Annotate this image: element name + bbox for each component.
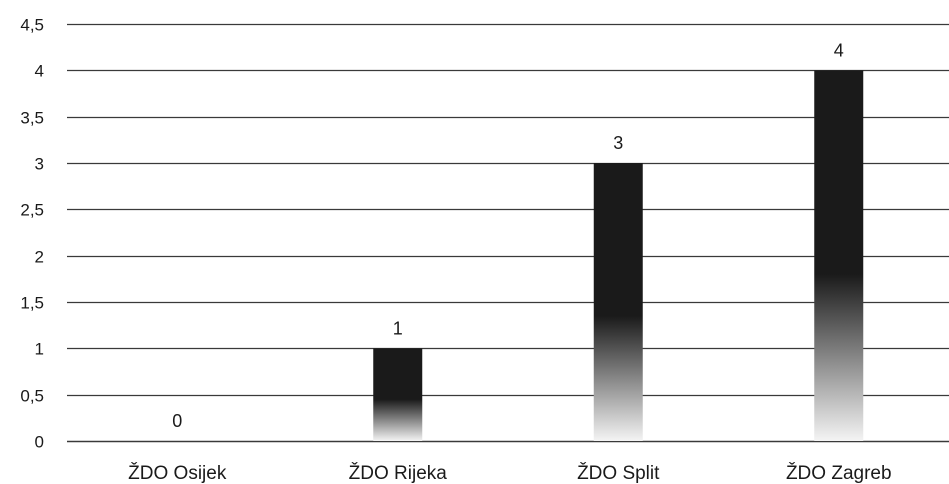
gridlines: [67, 23, 949, 443]
data-label: 1: [393, 318, 403, 338]
y-tick-label: 4: [35, 62, 44, 81]
bar: [814, 70, 864, 441]
x-category-label: ŽDO Osijek: [128, 462, 227, 484]
x-category-label: ŽDO Split: [577, 462, 660, 484]
y-tick-label: 1,5: [20, 294, 44, 313]
y-tick-label: 4,5: [20, 16, 44, 35]
y-tick-label: 0,5: [20, 387, 44, 406]
x-category-label: ŽDO Rijeka: [349, 462, 448, 484]
bars: [373, 70, 864, 441]
bar: [373, 348, 423, 441]
y-tick-label: 1: [35, 340, 44, 359]
data-label: 3: [613, 133, 623, 153]
y-tick-label: 0: [35, 433, 44, 452]
y-tick-label: 2,5: [20, 201, 44, 220]
y-tick-label: 3: [35, 155, 44, 174]
y-tick-label: 3,5: [20, 109, 44, 128]
x-category-label: ŽDO Zagreb: [786, 462, 892, 484]
y-axis-tick-labels: 0 0,5 1 1,5 2 2,5 3 3,5 4 4,5: [20, 16, 44, 452]
y-tick-label: 2: [35, 248, 44, 267]
x-axis-category-labels: ŽDO Osijek ŽDO Rijeka ŽDO Split ŽDO Zagreb: [128, 462, 891, 484]
data-label: 4: [834, 40, 844, 60]
data-labels: 0 1 3 4: [172, 40, 844, 431]
bar: [593, 163, 643, 441]
data-label: 0: [172, 411, 182, 431]
